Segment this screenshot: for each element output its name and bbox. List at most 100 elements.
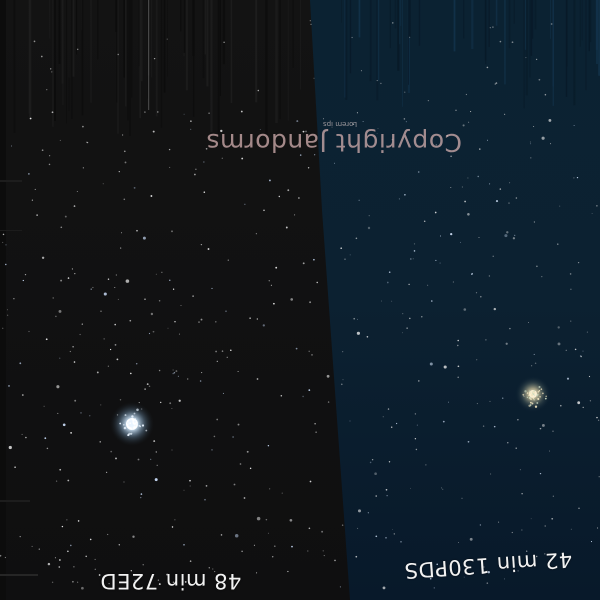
right-panel bbox=[310, 0, 600, 600]
star bbox=[388, 461, 391, 463]
star bbox=[482, 425, 485, 427]
star bbox=[551, 517, 554, 520]
star bbox=[483, 566, 485, 568]
star bbox=[166, 38, 168, 40]
star bbox=[570, 320, 572, 322]
star bbox=[570, 288, 572, 290]
star bbox=[461, 186, 463, 188]
star bbox=[369, 461, 372, 464]
star bbox=[544, 93, 547, 96]
star bbox=[574, 348, 577, 351]
star bbox=[490, 473, 492, 475]
star bbox=[28, 330, 30, 333]
star bbox=[479, 524, 482, 526]
star bbox=[408, 283, 410, 286]
star bbox=[172, 369, 174, 371]
star bbox=[0, 554, 2, 557]
star bbox=[153, 440, 156, 443]
star bbox=[14, 466, 16, 469]
star bbox=[82, 125, 84, 128]
star bbox=[230, 349, 232, 351]
star bbox=[200, 318, 203, 321]
star bbox=[349, 254, 351, 256]
star bbox=[452, 281, 454, 283]
star bbox=[460, 241, 461, 243]
star bbox=[511, 41, 514, 44]
star bbox=[216, 360, 218, 363]
star bbox=[200, 243, 203, 246]
star bbox=[512, 237, 516, 240]
star bbox=[59, 468, 62, 471]
star bbox=[240, 110, 243, 113]
star bbox=[29, 117, 32, 120]
star bbox=[114, 344, 117, 346]
watermark-subtext: Lorem ips bbox=[323, 120, 358, 128]
star bbox=[136, 229, 138, 232]
star bbox=[2, 327, 4, 329]
star bbox=[237, 370, 239, 373]
star bbox=[168, 148, 171, 151]
star bbox=[226, 356, 228, 358]
star bbox=[588, 375, 591, 378]
star bbox=[129, 372, 132, 375]
star bbox=[468, 121, 470, 123]
star bbox=[467, 177, 469, 179]
star bbox=[314, 423, 316, 425]
star bbox=[174, 519, 176, 521]
star bbox=[530, 398, 532, 401]
star bbox=[356, 331, 360, 335]
star bbox=[255, 233, 257, 235]
star bbox=[123, 424, 125, 426]
star bbox=[406, 327, 408, 329]
star bbox=[578, 507, 580, 509]
star bbox=[267, 532, 269, 534]
star bbox=[222, 392, 224, 394]
star bbox=[171, 449, 173, 451]
star bbox=[107, 533, 109, 536]
star bbox=[41, 256, 45, 259]
star bbox=[189, 479, 191, 482]
star bbox=[533, 390, 535, 392]
star bbox=[256, 378, 259, 380]
star bbox=[529, 390, 531, 392]
star bbox=[323, 118, 324, 120]
star bbox=[540, 388, 543, 390]
star bbox=[138, 424, 141, 427]
star bbox=[124, 414, 127, 417]
star bbox=[509, 327, 511, 330]
star bbox=[102, 183, 104, 185]
star bbox=[429, 362, 433, 366]
star bbox=[265, 518, 268, 521]
star bbox=[538, 385, 541, 389]
star bbox=[123, 426, 127, 430]
star bbox=[368, 215, 370, 217]
star bbox=[465, 93, 467, 96]
star bbox=[76, 48, 79, 51]
star bbox=[326, 374, 330, 378]
star bbox=[281, 492, 283, 494]
stars-right bbox=[323, 22, 600, 590]
star bbox=[467, 213, 470, 216]
star bbox=[237, 423, 240, 426]
star bbox=[221, 157, 223, 159]
star bbox=[395, 422, 398, 425]
star bbox=[96, 371, 99, 374]
star bbox=[550, 23, 553, 25]
star bbox=[205, 485, 208, 487]
star bbox=[529, 401, 532, 404]
star bbox=[469, 537, 473, 541]
star bbox=[485, 339, 487, 341]
star bbox=[71, 268, 73, 270]
star bbox=[493, 307, 497, 311]
star bbox=[119, 399, 122, 401]
star bbox=[295, 347, 298, 350]
star bbox=[178, 399, 181, 402]
star bbox=[413, 243, 416, 245]
star bbox=[211, 449, 213, 451]
star bbox=[385, 488, 388, 491]
star bbox=[121, 232, 123, 234]
star bbox=[495, 200, 499, 203]
star bbox=[130, 418, 132, 420]
star bbox=[287, 570, 289, 573]
star bbox=[530, 393, 534, 397]
